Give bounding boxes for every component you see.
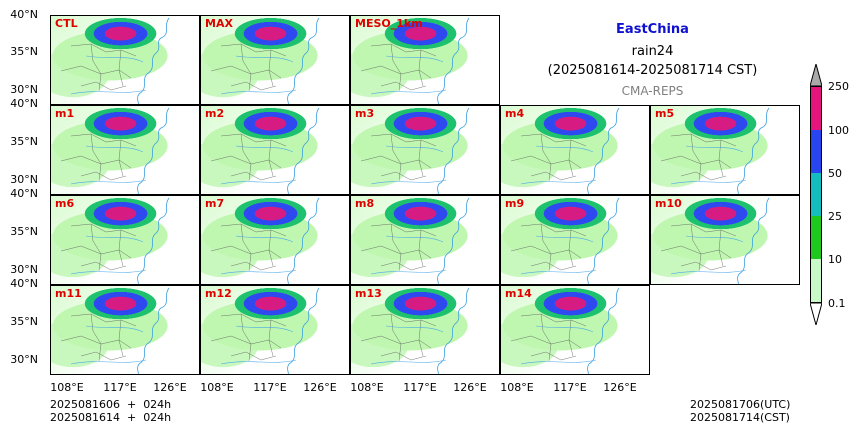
init-time-block: 2025081606 + 024h 2025081614 + 024h: [50, 398, 171, 424]
map-panel-m6: m6: [50, 195, 200, 285]
panel-label: m6: [55, 197, 75, 210]
map-outline: [360, 107, 470, 194]
colorbar-band-50-100: [810, 173, 822, 216]
panel-label: MAX: [205, 17, 233, 30]
panel-label: m5: [655, 107, 675, 120]
colorbar-band-100-250: [810, 130, 822, 173]
lat-tick: 35°N: [10, 45, 38, 58]
valid-cst: 2025081714(CST): [690, 411, 790, 424]
colorbar-band-250plus: [810, 86, 822, 130]
map-panel-m8: m8: [350, 195, 500, 285]
region-title: EastChina: [616, 22, 689, 37]
panel-label: m11: [55, 287, 82, 300]
colorbar-label: 10: [828, 253, 842, 266]
panel-label: CTL: [55, 17, 78, 30]
colorbar-label: 100: [828, 124, 849, 137]
lat-tick: 35°N: [10, 225, 38, 238]
lat-tick: 35°N: [10, 315, 38, 328]
panel-label: m13: [355, 287, 382, 300]
colorbar-band-10-25: [810, 259, 822, 303]
lon-tick: 126°E: [303, 381, 337, 394]
lon-tick: 108°E: [500, 381, 534, 394]
panel-label: m8: [355, 197, 375, 210]
map-panel-m11: m11: [50, 285, 200, 375]
map-panel-m5: m5: [650, 105, 800, 195]
panel-label: m10: [655, 197, 682, 210]
map-outline: [660, 107, 770, 194]
colorbar-bottom-arrow: [810, 303, 822, 325]
valid-time-block: 2025081706(UTC) 2025081714(CST): [690, 398, 790, 424]
panel-label: m4: [505, 107, 525, 120]
lat-tick: 30°N: [10, 83, 38, 96]
map-outline: [510, 107, 620, 194]
lat-tick: 40°N: [10, 187, 38, 200]
lat-tick: 40°N: [10, 8, 38, 21]
valid-utc: 2025081706(UTC): [690, 398, 791, 411]
lat-tick: 35°N: [10, 135, 38, 148]
lon-tick: 126°E: [453, 381, 487, 394]
colorbar-label: 25: [828, 210, 842, 223]
map-outline: [210, 197, 320, 284]
lat-tick: 40°N: [10, 97, 38, 110]
map-panel-m14: m14: [500, 285, 650, 375]
map-outline: [60, 287, 170, 374]
map-outline: [60, 197, 170, 284]
map-panel-m2: m2: [200, 105, 350, 195]
lon-tick: 108°E: [50, 381, 84, 394]
map-panel-m4: m4: [500, 105, 650, 195]
panel-label: MESO_1km: [355, 17, 423, 30]
lon-tick: 117°E: [553, 381, 587, 394]
lat-tick: 30°N: [10, 173, 38, 186]
map-panel-m7: m7: [200, 195, 350, 285]
lon-tick: 117°E: [253, 381, 287, 394]
colorbar-band-25-50: [810, 216, 822, 259]
map-panel-meso: MESO_1km: [350, 15, 500, 105]
panel-label: m2: [205, 107, 225, 120]
panel-label: m12: [205, 287, 232, 300]
map-outline: [360, 17, 470, 104]
model-name: CMA-REPS: [621, 84, 684, 98]
map-outline: [510, 197, 620, 284]
map-panel-m3: m3: [350, 105, 500, 195]
lon-tick: 108°E: [350, 381, 384, 394]
map-outline: [360, 287, 470, 374]
map-panel-m10: m10: [650, 195, 800, 285]
panel-label: m7: [205, 197, 225, 210]
lat-tick: 30°N: [10, 353, 38, 366]
panel-label: m9: [505, 197, 525, 210]
variable-title: rain24: [631, 44, 674, 59]
map-outline: [210, 17, 320, 104]
map-panel-m13: m13: [350, 285, 500, 375]
map-outline: [60, 107, 170, 194]
lat-tick: 30°N: [10, 263, 38, 276]
map-outline: [360, 197, 470, 284]
colorbar-label: 0.1: [828, 297, 846, 310]
lon-tick: 108°E: [200, 381, 234, 394]
panel-label: m3: [355, 107, 375, 120]
map-outline: [210, 287, 320, 374]
map-outline: [60, 17, 170, 104]
map-panel-m9: m9: [500, 195, 650, 285]
map-panel-m1: m1: [50, 105, 200, 195]
init-utc: 2025081606 + 024h: [50, 398, 172, 411]
lon-tick: 126°E: [603, 381, 637, 394]
colorbar-label: 50: [828, 167, 842, 180]
map-panel-ctl: CTL: [50, 15, 200, 105]
colorbar-top-arrow: [810, 64, 822, 86]
panel-label: m1: [55, 107, 75, 120]
lon-tick: 126°E: [153, 381, 187, 394]
map-panel-m12: m12: [200, 285, 350, 375]
map-outline: [510, 287, 620, 374]
panel-label: m14: [505, 287, 532, 300]
init-cst: 2025081614 + 024h: [50, 411, 172, 424]
map-outline: [660, 197, 770, 284]
map-outline: [210, 107, 320, 194]
lat-tick: 40°N: [10, 277, 38, 290]
lon-tick: 117°E: [103, 381, 137, 394]
colorbar-label: 250: [828, 80, 849, 93]
period-title: (2025081614-2025081714 CST): [547, 63, 758, 78]
map-panel-max: MAX: [200, 15, 350, 105]
lon-tick: 117°E: [403, 381, 437, 394]
